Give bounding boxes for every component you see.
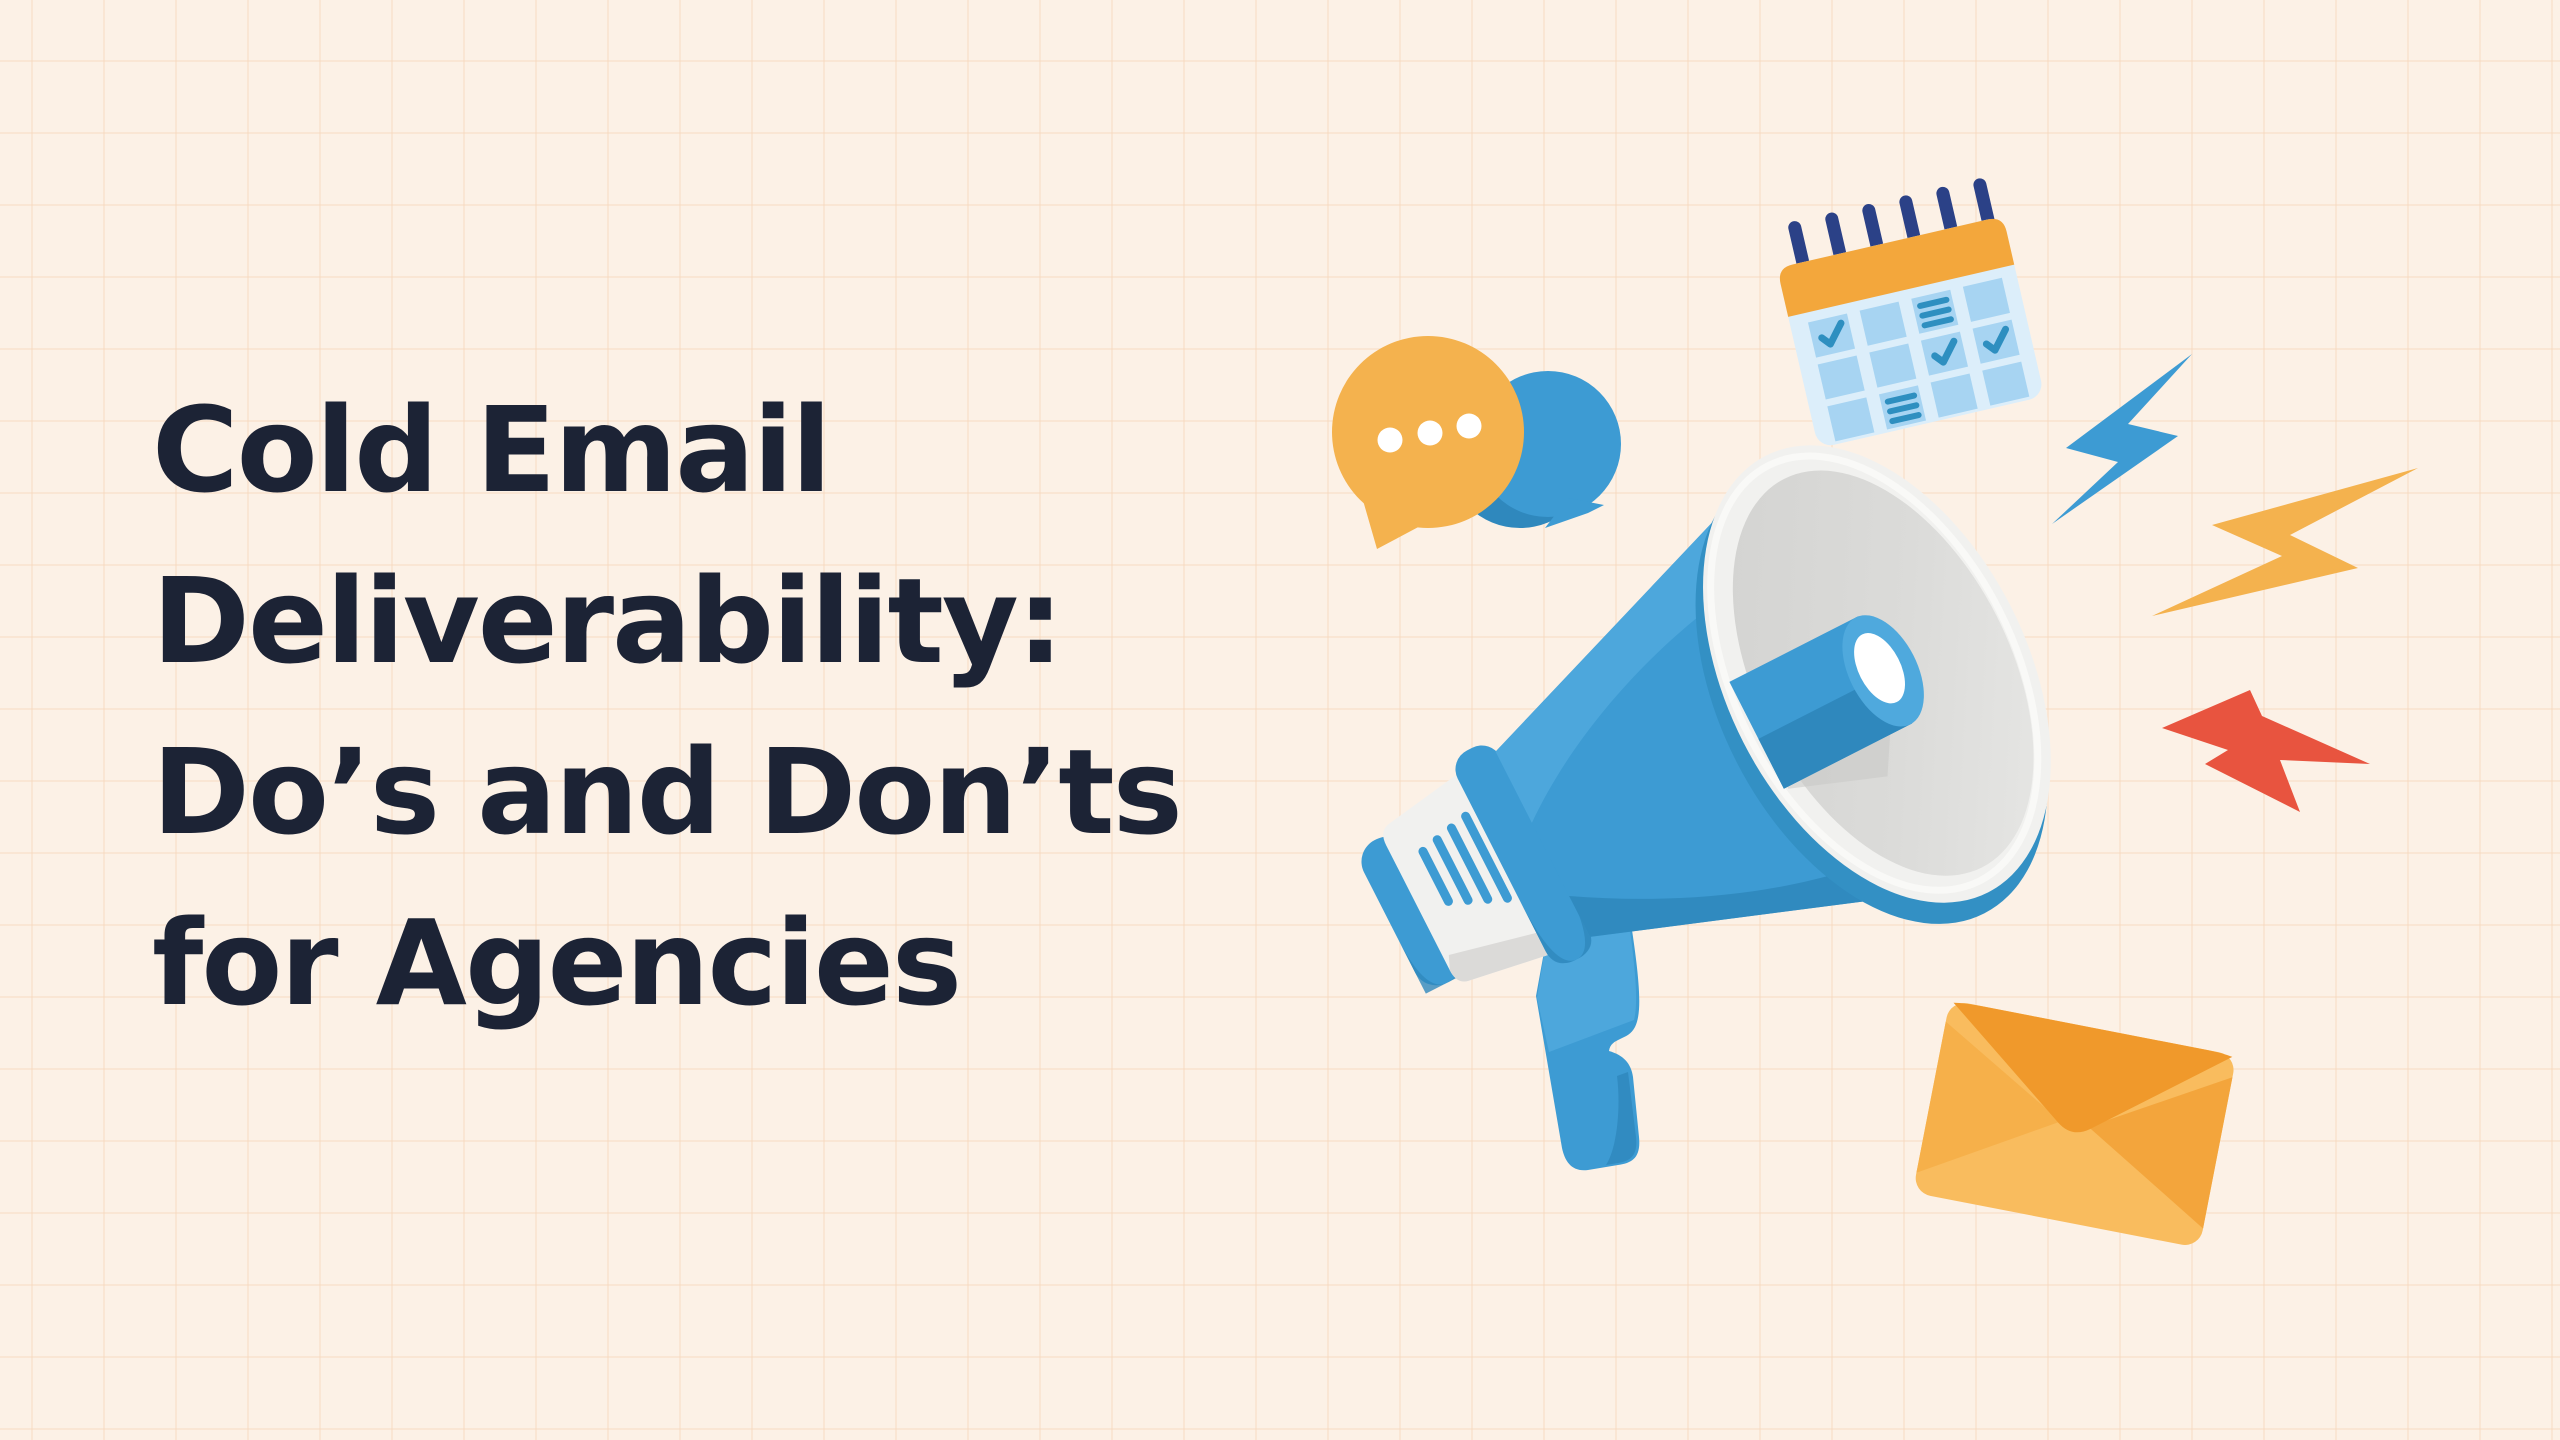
title-line-1: Cold Email	[152, 381, 832, 519]
calendar-check-marks	[1818, 319, 2010, 366]
envelope-icon	[1915, 1002, 2234, 1246]
lightning-bolt-blue-icon	[2052, 354, 2192, 524]
megaphone-vents	[1418, 811, 1512, 906]
megaphone-driver	[1729, 615, 1924, 789]
megaphone-handle	[1536, 930, 1640, 1171]
title-line-3: Do’s and Don’ts	[152, 723, 1183, 861]
lightning-bolt-red-icon	[2162, 690, 2370, 812]
calendar-icon	[1779, 178, 2042, 446]
title-line-2: Deliverability:	[152, 552, 1064, 690]
calendar-line-marks	[1884, 296, 1954, 425]
page-title: Cold Email Deliverability: Do’s and Don’…	[152, 365, 1183, 1049]
title-line-4: for Agencies	[152, 894, 962, 1032]
lightning-bolt-yellow-icon	[2152, 468, 2418, 616]
megaphone-icon	[1361, 445, 2051, 994]
chat-bubbles-icon	[1332, 336, 1621, 549]
